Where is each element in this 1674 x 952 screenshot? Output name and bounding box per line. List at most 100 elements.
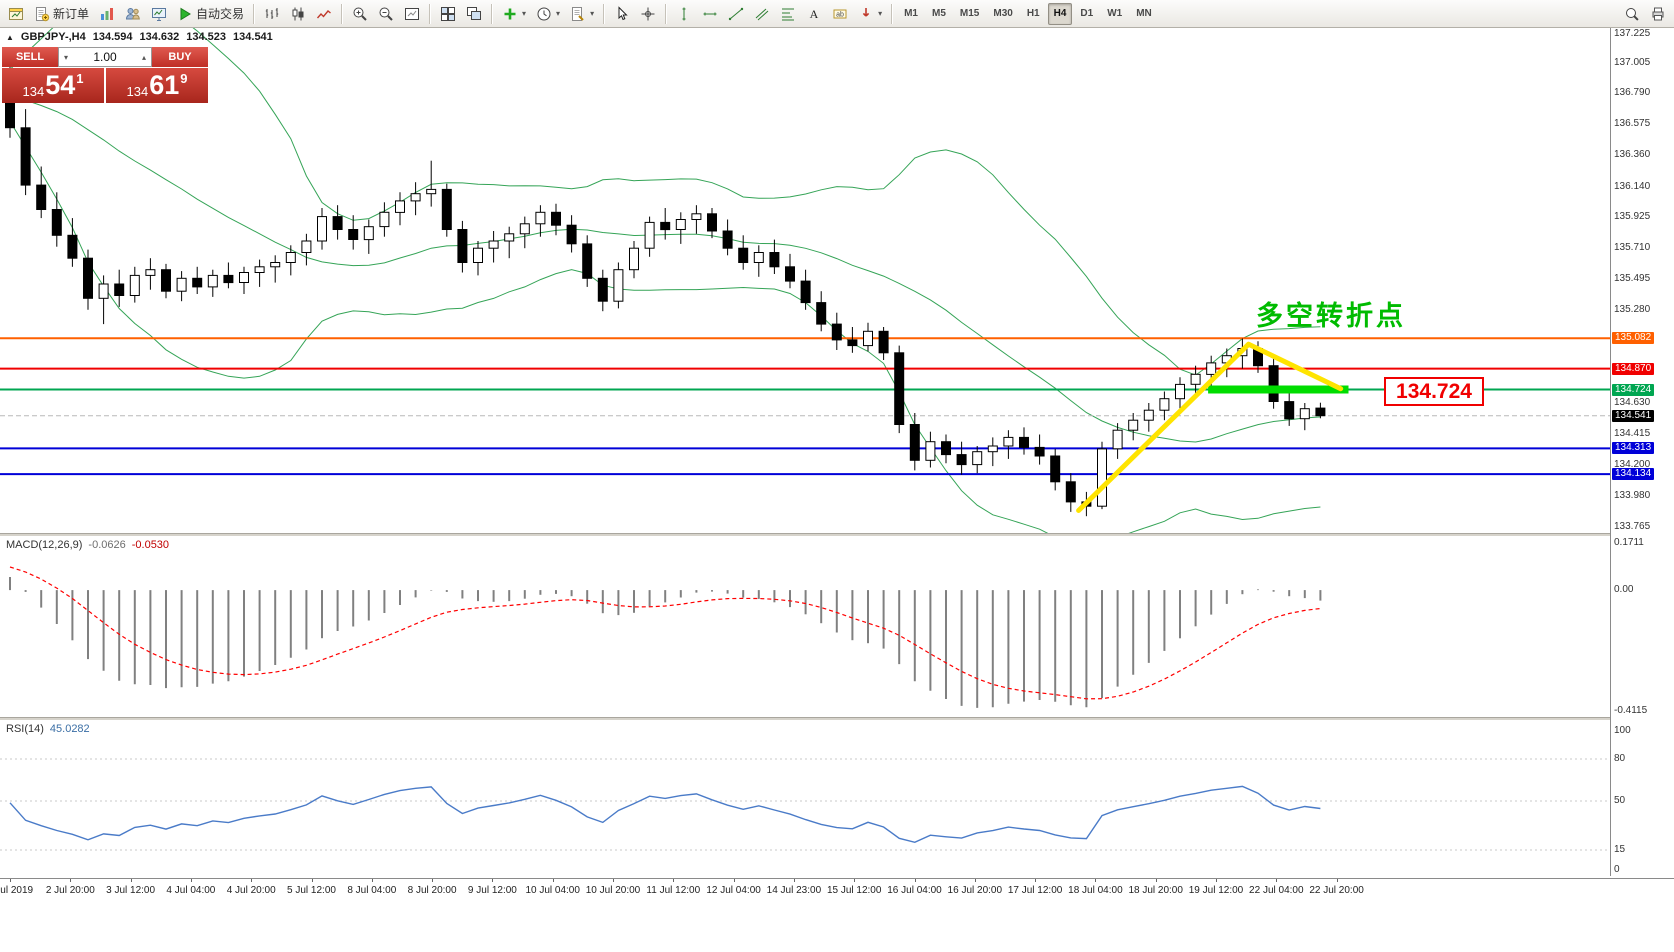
trendline-button[interactable] [724,2,748,26]
print-button[interactable] [1646,2,1670,26]
market-watch-button[interactable] [147,2,171,26]
candle-body [1065,481,1076,503]
chart-shift-button[interactable] [400,2,424,26]
new-order-button[interactable]: 新订单 [30,2,93,26]
candle-body [644,221,655,249]
volume-increase-button[interactable]: ▴ [141,52,146,62]
time-tick [190,879,192,882]
pane-separator[interactable] [0,717,1674,721]
trendline-annotation[interactable] [1246,341,1344,392]
zoom-in-button[interactable] [348,2,372,26]
indicators-button[interactable]: ▾ [498,2,530,26]
tf-m30-button[interactable]: M30 [987,3,1018,25]
hline-icon [703,12,717,15]
arrows-button[interactable]: ▾ [854,2,886,26]
cursor-button[interactable] [610,2,634,26]
candle-body [738,247,749,263]
tf-d1-button[interactable]: D1 [1074,3,1099,25]
one-click-trading-panel: SELL ▾ 1.00 ▴ BUY 134 54 1 134 61 9 [2,47,208,103]
toolbar-separator [665,3,668,24]
candle-body [176,277,187,292]
text-button[interactable]: A [802,2,826,26]
tf-m5-button[interactable]: M5 [926,3,952,25]
time-tick [492,879,494,882]
profiles-button[interactable] [121,2,145,26]
horizontal-line-button[interactable] [698,2,722,26]
axis-label: 136.790 [1614,87,1651,99]
time-label: 2 Jul 2019 [0,885,34,896]
volume-stepper[interactable]: ▾ 1.00 ▴ [58,47,152,67]
sell-price-button[interactable]: 134 54 1 [2,68,104,103]
text-label-button[interactable]: ab [828,2,852,26]
zoom-out-icon [379,7,393,21]
macd-value-main: -0.0626 [88,539,126,551]
search-symbols-button[interactable] [1620,2,1644,26]
periods-icon [537,7,551,20]
time-axis[interactable]: 2 Jul 2019 2 Jul 20:00 3 Jul 12:00 4 Jul 04… [0,878,1674,901]
vertical-line-button[interactable] [672,2,696,26]
volume-value[interactable]: 1.00 [93,50,117,64]
buy-price-main: 61 [149,70,180,100]
candle-body [129,274,140,296]
axis-label: 136.575 [1614,118,1651,130]
sell-button[interactable]: SELL [2,47,58,67]
tf-m1-label: M1 [904,8,918,19]
cascade-icon [467,6,482,20]
buy-button[interactable]: BUY [152,47,208,67]
periods-button[interactable]: ▾ [532,2,564,26]
cascade-windows-button[interactable] [462,2,486,26]
crosshair-icon [641,7,655,20]
templates-button[interactable]: ▾ [566,2,598,26]
cursor-icon [618,5,628,20]
tf-m15-button[interactable]: M15 [954,3,985,25]
tf-h1-button[interactable]: H1 [1021,3,1046,25]
tf-w1-button[interactable]: W1 [1101,3,1128,25]
equidistant-channel-button[interactable] [750,2,774,26]
buy-price-button[interactable]: 134 61 9 [106,68,208,103]
trendline-annotation[interactable] [1076,341,1252,513]
candle-body [551,211,561,226]
support-highlight-segment[interactable] [1208,385,1349,394]
tline-icon [728,7,744,20]
crosshair-button[interactable] [636,2,660,26]
ohlc-close: 134.541 [233,31,273,43]
arrows-icon [862,7,870,17]
pane-separator[interactable] [0,533,1674,537]
label-icon: ab [833,9,847,18]
new-order-label: 新订单 [53,7,90,21]
chart-window-button[interactable] [4,2,28,26]
candle-body [1097,448,1107,507]
chart-window-icon [9,7,23,20]
turning-point-annotation[interactable]: 多空转折点 [1256,301,1406,331]
time-tick [251,879,253,882]
line-chart-mode-button[interactable] [312,2,336,26]
tf-m30-label: M30 [993,8,1013,19]
tf-m5-label: M5 [932,8,946,19]
price-tag-annotation[interactable]: 134.724 [1384,377,1484,406]
tf-mn-button[interactable]: MN [1130,3,1158,25]
candle-body [1003,436,1014,447]
charts-button[interactable] [95,2,119,26]
time-label: 17 Jul 12:00 [1007,885,1063,896]
time-label: 4 Jul 04:00 [166,885,216,896]
candlestick-mode-button[interactable] [286,2,310,26]
volume-decrease-button[interactable]: ▾ [63,52,68,62]
price-axis-badge: 134.870 [1612,362,1655,375]
axis-label: 134.200 [1614,458,1651,470]
tf-h4-button[interactable]: H4 [1047,2,1073,25]
macd-signal-line [9,566,1321,700]
tf-m1-button[interactable]: M1 [898,3,924,25]
price-chart-canvas[interactable] [0,28,1610,533]
fibonacci-button[interactable] [776,2,800,26]
time-label: 11 Jul 12:00 [646,885,701,896]
candle-body [691,213,702,221]
bar-chart-mode-button[interactable] [260,2,284,26]
rsi-canvas[interactable] [0,721,1610,876]
price-axis[interactable]: 137.225 137.005 136.790 136.575 136.360 136.1… [1610,28,1674,876]
candle-body [972,451,983,466]
tile-windows-button[interactable] [436,2,460,26]
time-tick [1276,879,1278,882]
zoom-out-button[interactable] [374,2,398,26]
macd-canvas[interactable] [0,537,1610,717]
auto-trading-button[interactable]: 自动交易 [173,2,248,26]
